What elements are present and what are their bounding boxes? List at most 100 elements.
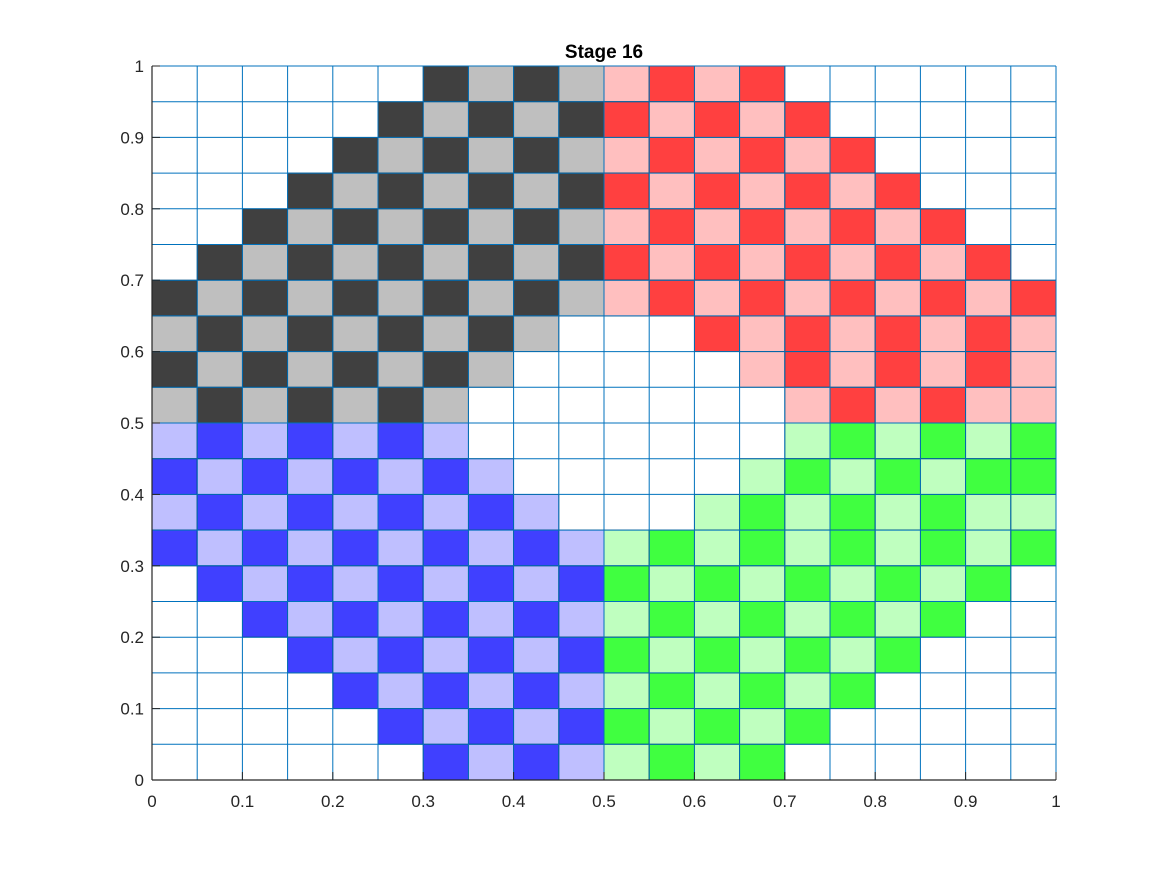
heatmap-cell [467,65,514,103]
heatmap-cell [829,208,876,245]
y-tick-label: 0.2 [120,628,144,647]
heatmap-cell [920,601,967,638]
heatmap-cell [829,136,876,174]
heatmap-cell [739,244,786,281]
heatmap-cell [694,315,741,352]
heatmap-cell [648,601,695,638]
heatmap-cell [829,386,876,424]
heatmap-cell [558,101,605,138]
heatmap-cell [287,458,334,495]
heatmap-cell [332,672,379,710]
heatmap-cell [829,565,876,602]
heatmap-cell [467,172,514,210]
heatmap-cell [694,672,741,710]
heatmap-cell [965,529,1012,567]
heatmap-cell [784,493,831,531]
heatmap-cell [467,601,514,638]
heatmap-cell [1010,315,1057,352]
heatmap-cell [874,601,921,638]
heatmap-cell [874,244,921,281]
heatmap-cell [241,315,288,352]
heatmap-cell [422,672,469,710]
heatmap-cell [558,208,605,245]
heatmap-cell [558,136,605,174]
heatmap-cell [1010,422,1057,460]
heatmap-cell [241,244,288,281]
heatmap-cell [603,136,650,174]
heatmap-cell [874,315,921,352]
y-tick-label: 0.8 [120,200,144,219]
heatmap-cell [332,136,379,174]
heatmap-cell [784,208,831,245]
heatmap-cell [829,244,876,281]
heatmap-cell [196,244,243,281]
heatmap-cell [377,386,424,424]
heatmap-cell [377,422,424,460]
heatmap-cell [739,136,786,174]
heatmap-cell [151,422,198,460]
heatmap-cell [558,743,605,781]
heatmap-cell [739,708,786,745]
heatmap-cell [422,136,469,174]
heatmap-cell [467,101,514,138]
y-tick-label: 0 [135,771,144,790]
heatmap-cell [513,136,560,174]
heatmap-cell [377,279,424,317]
heatmap-cell [829,601,876,638]
heatmap-cell [829,636,876,674]
heatmap-cell [1010,386,1057,424]
heatmap-cell [603,672,650,710]
heatmap-cell [558,244,605,281]
heatmap-cell [287,208,334,245]
heatmap-cell [332,351,379,388]
heatmap-cell [196,458,243,495]
heatmap-cell [784,636,831,674]
heatmap-cell [874,172,921,210]
heatmap-cell [694,529,741,567]
heatmap-cell [603,208,650,245]
heatmap-cell [422,279,469,317]
heatmap-cell [694,172,741,210]
x-tick-label: 0.7 [773,792,797,811]
heatmap-cell [513,244,560,281]
heatmap-cell [784,279,831,317]
heatmap-cell [377,672,424,710]
heatmap-cell [829,672,876,710]
heatmap-cell [648,279,695,317]
heatmap-cell [603,636,650,674]
heatmap-cell [784,244,831,281]
x-tick-label: 0.9 [954,792,978,811]
heatmap-cell [196,422,243,460]
heatmap-cell [467,244,514,281]
heatmap-cell [694,279,741,317]
x-tick-label: 0.1 [231,792,255,811]
heatmap-cell [694,708,741,745]
heatmap-cell [196,493,243,531]
y-tick-label: 0.1 [120,700,144,719]
heatmap-cell [784,529,831,567]
heatmap-cell [694,636,741,674]
heatmap-cell [422,101,469,138]
y-tick-label: 0.7 [120,271,144,290]
heatmap-cell [603,529,650,567]
heatmap-cell [332,422,379,460]
heatmap-cell [422,172,469,210]
heatmap-cell [739,493,786,531]
heatmap-cell [422,244,469,281]
heatmap-cell [965,279,1012,317]
heatmap-cell [694,565,741,602]
heatmap-cell [739,565,786,602]
heatmap-cell [558,65,605,103]
heatmap-cell [920,458,967,495]
heatmap-cell [467,351,514,388]
heatmap-cell [241,386,288,424]
heatmap-cell [829,422,876,460]
heatmap-cell [513,279,560,317]
heatmap-cell [422,636,469,674]
heatmap-cell [965,386,1012,424]
heatmap-cell [151,351,198,388]
heatmap-cell [332,386,379,424]
heatmap-cell [332,529,379,567]
heatmap-cell [920,493,967,531]
heatmap-cell [377,493,424,531]
